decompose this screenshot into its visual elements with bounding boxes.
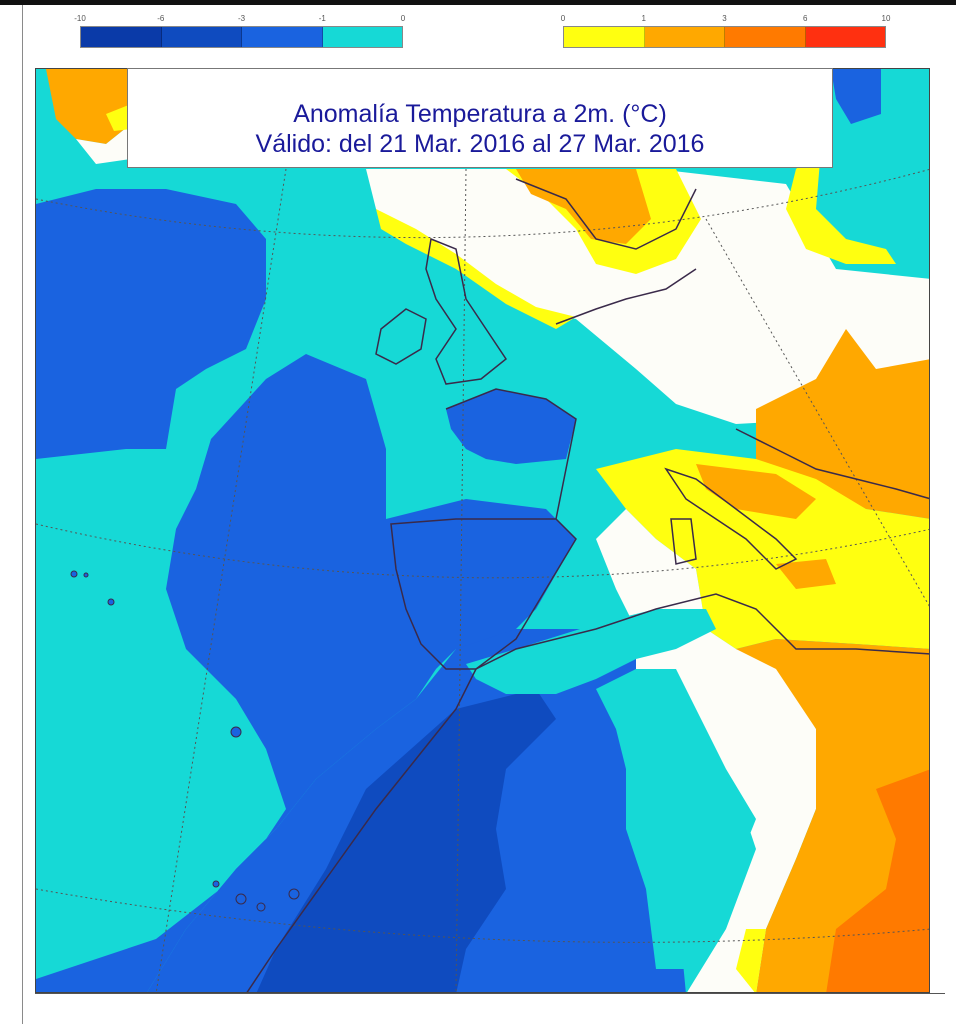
tick-label: 1 bbox=[641, 14, 646, 23]
legend-swatch-minus1-0 bbox=[322, 27, 402, 47]
map-svg bbox=[36, 69, 929, 992]
legend-cold-ticks: -10 -6 -3 -1 0 bbox=[74, 14, 406, 26]
legend-swatch-minus3-minus1 bbox=[242, 27, 323, 47]
legend-cold-colorbar: -10 -6 -3 -1 0 bbox=[74, 14, 406, 58]
map-validity-period: Válido: del 21 Mar. 2016 al 27 Mar. 2016 bbox=[255, 130, 705, 158]
map-title: Anomalía Temperatura a 2m. (°C) bbox=[293, 100, 667, 128]
region-greenland-warm bbox=[46, 69, 131, 144]
map-title-box: Anomalía Temperatura a 2m. (°C) Válido: … bbox=[127, 68, 833, 168]
tick-label: 0 bbox=[400, 14, 406, 23]
legend-swatch-6-10 bbox=[805, 27, 885, 47]
region-central-europe-neutral bbox=[366, 169, 929, 424]
tick-label: 6 bbox=[803, 14, 808, 23]
region-greenland-yellow bbox=[106, 104, 131, 131]
region-france-cold bbox=[446, 389, 576, 464]
legend-swatch-0-1 bbox=[564, 27, 645, 47]
legend-swatch-minus10-minus6 bbox=[81, 27, 162, 47]
tick-label: -6 bbox=[157, 14, 165, 23]
legend-warm-bar bbox=[563, 26, 886, 48]
tick-label: 0 bbox=[560, 14, 566, 23]
region-scandinavia-warm bbox=[516, 169, 651, 244]
legend-swatch-3-6 bbox=[725, 27, 806, 47]
region-atlantic-west-cold bbox=[36, 189, 266, 459]
tick-label: -3 bbox=[237, 14, 246, 23]
graticule bbox=[36, 168, 929, 992]
legend-warm-ticks: 0 1 3 6 10 bbox=[560, 14, 891, 26]
band-sahara-yellow bbox=[736, 929, 766, 992]
region-western-sahara-very-cold bbox=[256, 689, 556, 992]
anomaly-map bbox=[35, 68, 930, 993]
band-atlas-cool bbox=[596, 669, 756, 969]
region-italy-warm bbox=[696, 464, 816, 519]
region-finland-cool bbox=[816, 99, 929, 249]
legend-cold-bar bbox=[80, 26, 403, 48]
region-arctic-cold bbox=[831, 69, 881, 124]
tick-label: 10 bbox=[881, 14, 891, 23]
bottom-axis-rule bbox=[35, 993, 945, 994]
region-balkans-warm bbox=[756, 329, 929, 519]
band-north-sea-yellow bbox=[376, 209, 576, 329]
tick-label: -1 bbox=[318, 14, 326, 23]
top-border bbox=[0, 0, 956, 5]
region-sicily-warm bbox=[776, 559, 836, 589]
tick-label: 3 bbox=[722, 14, 727, 23]
band-algeria-coast-cool bbox=[466, 609, 716, 694]
region-sahara-hot bbox=[826, 769, 929, 992]
atlantic-islands bbox=[70, 570, 300, 912]
band-baltic-yellow bbox=[786, 149, 896, 264]
region-iberia-atlantic-cold bbox=[36, 354, 576, 992]
coastlines bbox=[246, 178, 929, 992]
left-margin-rule bbox=[22, 5, 23, 1024]
region-mediterranean-yellow bbox=[596, 449, 929, 649]
legend-swatch-1-3 bbox=[644, 27, 725, 47]
legend-warm-colorbar: 0 1 3 6 10 bbox=[560, 14, 891, 58]
legend-swatch-minus6-minus3 bbox=[161, 27, 242, 47]
tick-label: -10 bbox=[74, 14, 86, 23]
region-greenland-neutral bbox=[76, 124, 131, 164]
